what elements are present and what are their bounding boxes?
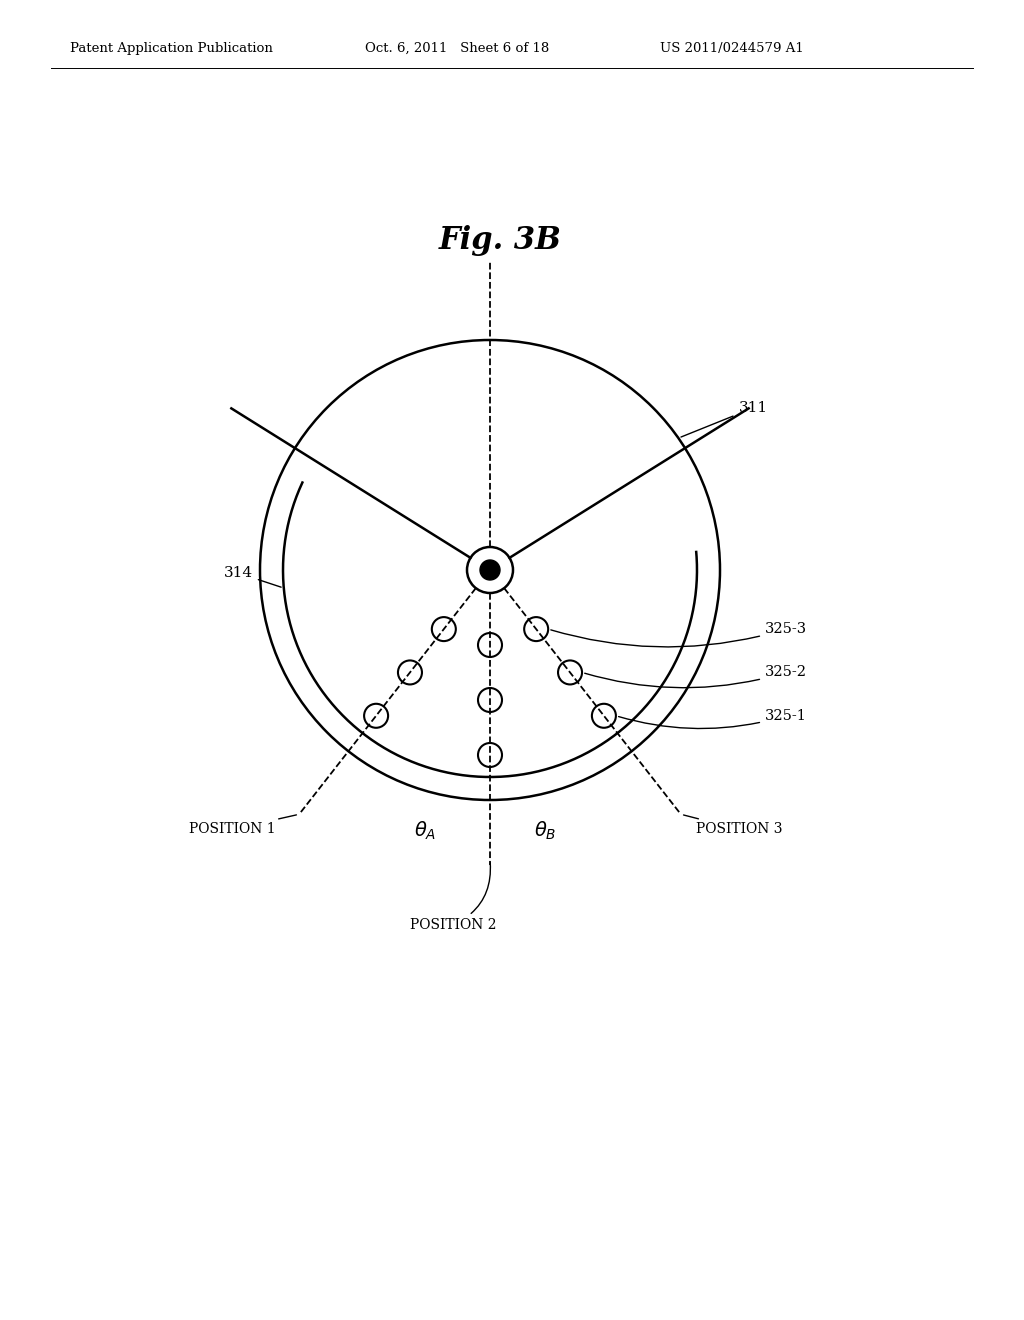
Text: Patent Application Publication: Patent Application Publication [70,42,272,55]
Text: US 2011/0244579 A1: US 2011/0244579 A1 [660,42,804,55]
Text: 325-1: 325-1 [618,709,807,729]
Text: $\theta_B$: $\theta_B$ [534,820,556,842]
Text: 311: 311 [681,401,768,437]
Circle shape [480,560,500,579]
Text: Fig. 3B: Fig. 3B [438,224,561,256]
Text: 325-2: 325-2 [585,665,807,688]
Text: 325-3: 325-3 [551,622,807,647]
Text: Oct. 6, 2011   Sheet 6 of 18: Oct. 6, 2011 Sheet 6 of 18 [365,42,549,55]
Text: POSITION 1: POSITION 1 [189,814,296,837]
Text: POSITION 3: POSITION 3 [684,814,782,837]
Text: POSITION 2: POSITION 2 [410,863,497,932]
Text: 314: 314 [224,566,282,587]
Text: $\theta_A$: $\theta_A$ [414,820,436,842]
